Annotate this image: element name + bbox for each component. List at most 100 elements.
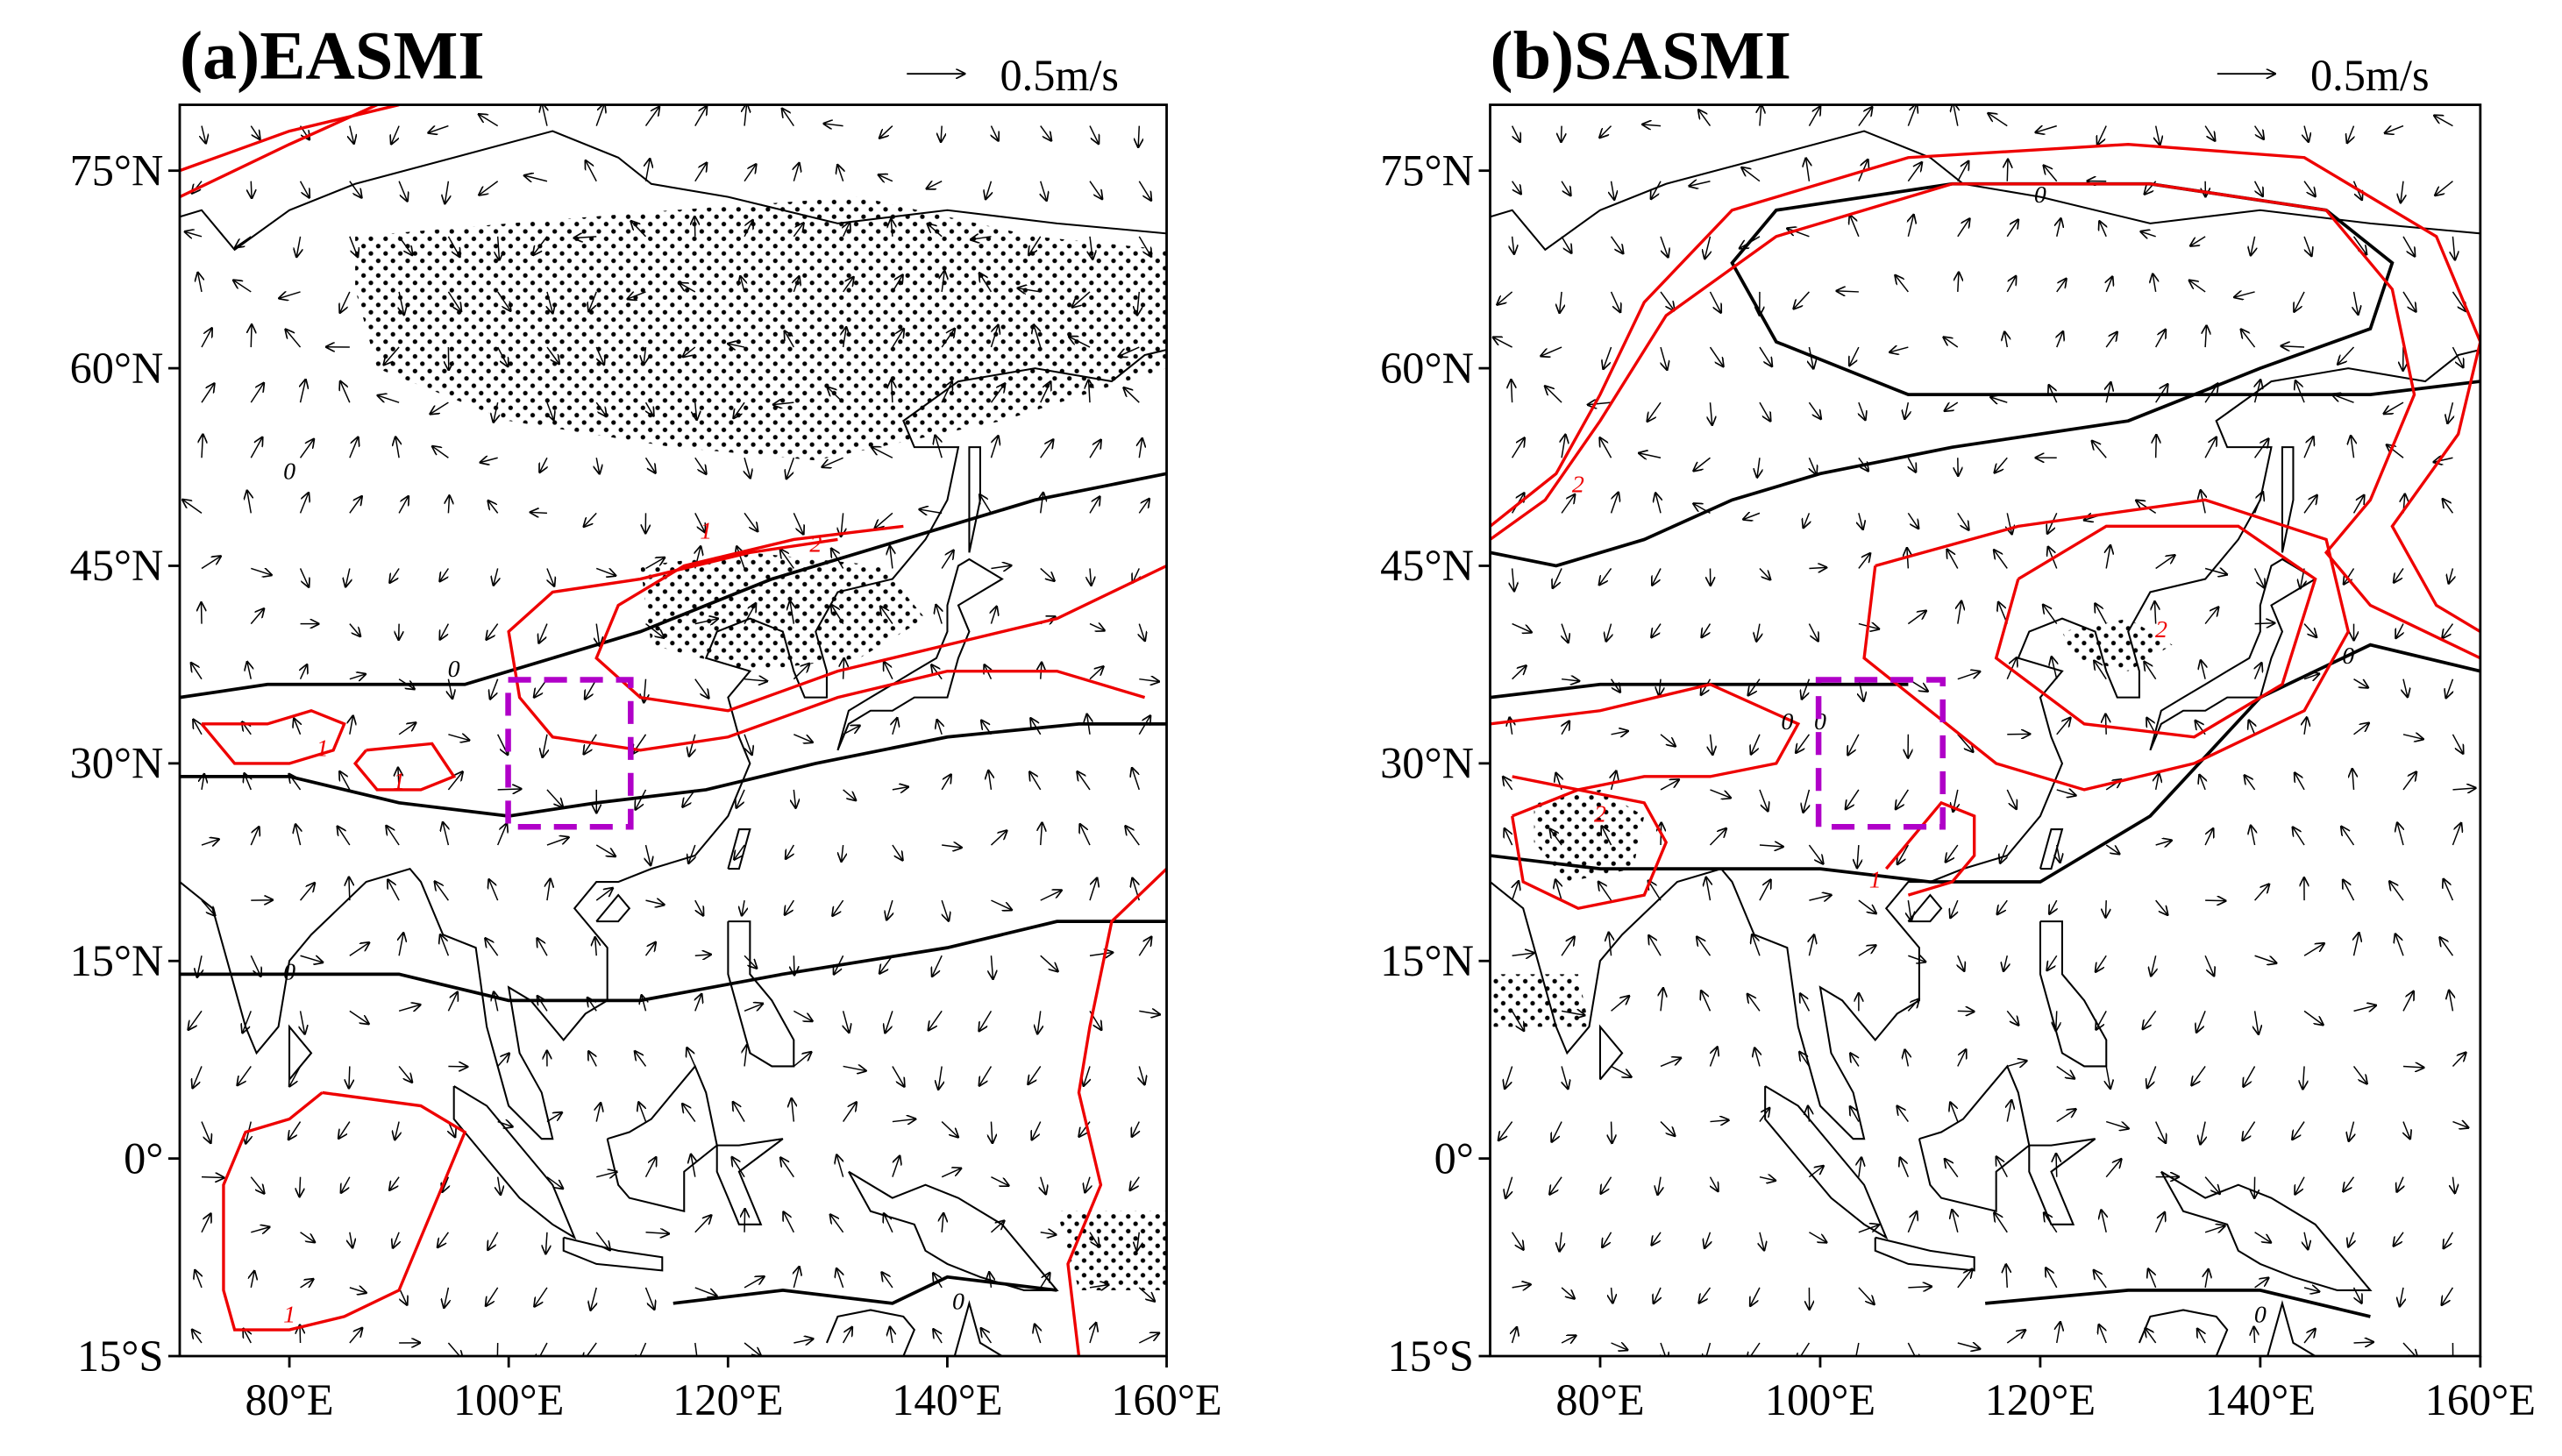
wind-vector	[1029, 236, 1042, 255]
significance-stipple	[1057, 1211, 1167, 1290]
wind-vector	[1958, 273, 1959, 292]
plot-frame	[1489, 103, 2482, 1358]
wind-vector	[398, 723, 416, 735]
wind-vector	[2253, 181, 2263, 196]
wind-vector	[1751, 1287, 1761, 1305]
wind-vector	[1089, 878, 1097, 901]
wind-vector	[299, 494, 309, 514]
wind-vector	[487, 623, 499, 639]
wind-vector	[2351, 437, 2353, 458]
wind-vector	[2007, 160, 2008, 181]
wind-vector	[2435, 116, 2453, 127]
wind-vector	[388, 880, 400, 901]
wind-vector	[300, 1232, 315, 1242]
wind-vector	[543, 734, 547, 756]
wind-vector	[1600, 438, 1612, 458]
wind-vector	[744, 458, 750, 477]
wind-vector	[1660, 1121, 1675, 1136]
wind-vector	[1858, 1287, 1874, 1304]
wind-vector	[2106, 277, 2112, 293]
wind-vector	[2452, 1053, 2465, 1067]
wind-vector	[986, 181, 991, 199]
wind-vector	[1079, 1121, 1091, 1136]
wind-vector	[340, 772, 351, 791]
wind-vector	[2344, 880, 2355, 901]
wind-vector	[349, 236, 358, 257]
wind-vector	[1089, 497, 1100, 514]
wind-vector	[941, 125, 942, 142]
wind-vector	[2443, 500, 2454, 514]
zero-contour	[179, 920, 1167, 1003]
wind-vector	[1900, 1158, 1910, 1177]
wind-vector	[349, 1010, 368, 1023]
significance-stipple	[355, 196, 1167, 461]
wind-vector	[339, 1121, 351, 1139]
wind-vector	[2403, 1121, 2409, 1139]
wind-vector	[929, 1010, 943, 1029]
wind-vector	[2095, 661, 2107, 680]
wind-vector	[1040, 382, 1050, 403]
wind-vector	[1709, 346, 1723, 366]
wind-vector	[1897, 844, 1909, 863]
wind-vector	[595, 1232, 609, 1250]
wind-vector	[774, 402, 794, 404]
coastline	[2028, 1138, 2096, 1225]
reference-vector-label: 0.5m/s	[2310, 51, 2430, 100]
wind-vector	[1699, 110, 1712, 127]
wind-vector	[645, 1232, 669, 1234]
wind-vector	[1655, 494, 1661, 514]
wind-vector	[1512, 1232, 1523, 1249]
wind-vector	[384, 346, 400, 365]
wind-vector	[1089, 181, 1102, 199]
wind-vector	[1599, 568, 1612, 584]
wind-vector	[201, 1121, 210, 1143]
wind-vector	[345, 568, 350, 586]
wind-vector	[1760, 1232, 1764, 1250]
wind-vector	[744, 1210, 745, 1232]
wind-vector	[1652, 1232, 1662, 1245]
coastline	[727, 828, 751, 870]
wind-vector	[886, 1011, 893, 1032]
wind-vector	[489, 880, 499, 901]
wind-vector	[2148, 1269, 2157, 1289]
wind-vector	[1907, 1342, 1918, 1357]
coastline	[452, 1085, 577, 1240]
wind-vector	[793, 513, 803, 533]
wind-vector	[1759, 401, 1770, 421]
wind-vector	[1070, 337, 1091, 348]
wind-vector	[1855, 1342, 1860, 1357]
wind-vector	[2100, 222, 2106, 238]
wind-vector	[1653, 568, 1662, 584]
wind-vector	[1032, 1121, 1042, 1140]
wind-vector	[595, 567, 615, 575]
panel-title: (a)EASMI	[180, 18, 485, 94]
wind-vector	[2097, 125, 2107, 145]
wind-vector	[193, 1066, 203, 1087]
wind-vector	[1858, 946, 1875, 956]
wind-vector	[596, 458, 599, 472]
wind-vector	[790, 601, 794, 624]
wind-vector	[340, 382, 351, 403]
wind-vector	[2452, 788, 2474, 790]
wind-vector	[1041, 181, 1047, 200]
wind-vector	[1612, 181, 1615, 199]
wind-vector	[2154, 1213, 2165, 1233]
wind-vector	[1850, 216, 1860, 238]
wind-vector	[1702, 623, 1712, 637]
wind-vector	[537, 939, 548, 956]
wind-vector	[1660, 291, 1674, 310]
wind-vector	[646, 401, 654, 415]
wind-vector	[1138, 1333, 1158, 1344]
wind-vector	[1710, 402, 1712, 424]
wind-vector	[941, 1121, 957, 1137]
wind-vector	[2156, 125, 2160, 145]
wind-vector	[349, 1328, 362, 1344]
wind-vector	[892, 1156, 900, 1177]
wind-vector	[2251, 236, 2255, 255]
wind-vector	[1660, 780, 1678, 791]
wind-vector	[1957, 162, 1968, 182]
wind-vector	[694, 1216, 711, 1233]
wind-vector	[490, 678, 499, 699]
coastline	[715, 1138, 784, 1225]
wind-vector	[2386, 124, 2404, 133]
